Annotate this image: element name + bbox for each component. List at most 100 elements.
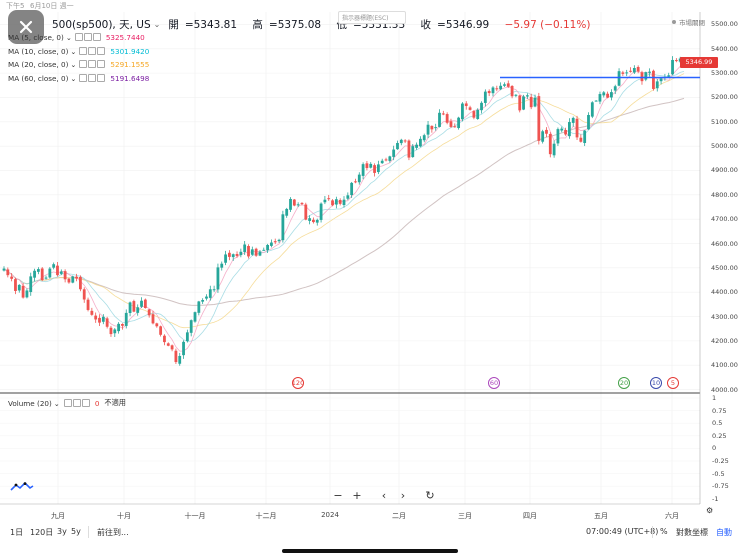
- ma5-legend[interactable]: MA (5, close, 0) ⌄ 5325.7440: [8, 31, 145, 43]
- candle-body: [52, 264, 56, 268]
- symbol-label[interactable]: 500(sp500), 天, US: [52, 18, 151, 31]
- gear-icon[interactable]: ⚙: [706, 506, 714, 515]
- marker-120[interactable]: 120: [291, 377, 305, 389]
- candle-body: [243, 244, 247, 252]
- zoom-in-button[interactable]: +: [350, 488, 364, 502]
- status-time: 下午5: [6, 2, 25, 10]
- goto-button[interactable]: 前往到...: [97, 528, 129, 537]
- ma60-legend[interactable]: MA (60, close, 0) ⌄ 5191.6498: [8, 72, 149, 84]
- candle-body: [438, 112, 441, 127]
- reset-button[interactable]: ↻: [423, 488, 437, 502]
- reset-icon: ↻: [425, 488, 435, 502]
- candle-body: [430, 125, 434, 130]
- market-dot-icon: [672, 20, 676, 24]
- candle-body: [392, 149, 396, 157]
- chevron-down-icon[interactable]: ⌄: [53, 398, 60, 408]
- candle-body: [159, 326, 163, 335]
- ma10-value: 5301.9420: [110, 46, 150, 56]
- range-1d-button[interactable]: 1日: [10, 528, 24, 537]
- volume-controls-icon[interactable]: [63, 399, 90, 407]
- status-date: 6月10日 週一: [30, 2, 74, 10]
- candle-body: [98, 317, 101, 323]
- candle-body: [189, 320, 193, 333]
- candles: [2, 56, 686, 366]
- price-tick: 4800.00: [711, 190, 738, 199]
- candle-body: [231, 254, 235, 258]
- x-tick: 2024: [321, 511, 339, 519]
- candle-body: [652, 70, 655, 89]
- log-scale-toggle[interactable]: 對數坐標: [676, 528, 708, 537]
- candle-body: [388, 156, 392, 161]
- candle-body: [205, 296, 208, 299]
- candle-body: [483, 91, 487, 103]
- marker-20[interactable]: 20: [618, 377, 630, 389]
- candle-body: [350, 182, 354, 196]
- candle-body: [583, 130, 587, 144]
- ma20-legend[interactable]: MA (20, close, 0) ⌄ 5291.1555: [8, 58, 149, 70]
- chevron-down-icon[interactable]: ⌄: [153, 19, 161, 29]
- ma10-legend[interactable]: MA (10, close, 0) ⌄ 5301.9420: [8, 45, 149, 57]
- volume-tick: -0.5: [712, 469, 725, 478]
- candle-body: [40, 268, 44, 281]
- bottom-toolbar: 1日 120日 3y 5y 前往到... 07:00:49 (UTC+8) % …: [0, 520, 740, 544]
- candle-body: [625, 72, 629, 74]
- tradingview-logo: [10, 481, 34, 494]
- home-indicator: [282, 549, 458, 553]
- candle-body: [155, 323, 159, 327]
- candle-body: [640, 72, 644, 82]
- range-120d-button[interactable]: 120日: [30, 528, 54, 537]
- price-tick: 4200.00: [711, 336, 738, 345]
- candle-body: [564, 130, 567, 135]
- chevron-down-icon[interactable]: ⌄: [70, 59, 77, 69]
- volume-legend[interactable]: Volume (20) ⌄ 0 不適用: [8, 398, 126, 408]
- close-button[interactable]: [8, 10, 44, 44]
- marker-60[interactable]: 60: [488, 377, 500, 389]
- marker-5[interactable]: 5: [667, 377, 679, 389]
- candle-body: [273, 241, 277, 243]
- indicator-title-placeholder: 指示器標題(ESC): [342, 15, 389, 22]
- chevron-down-icon[interactable]: ⌄: [65, 32, 72, 42]
- scroll-right-button[interactable]: ›: [396, 488, 410, 502]
- ma60-controls-icon[interactable]: [79, 74, 106, 82]
- range-5y-button[interactable]: 5y: [71, 527, 81, 536]
- candle-body: [124, 312, 128, 326]
- clock-label[interactable]: 07:00:49 (UTC+8): [586, 527, 659, 536]
- candle-body: [411, 146, 415, 158]
- candle-body: [560, 128, 564, 131]
- low-label: 低: [336, 18, 347, 31]
- ma5-controls-icon[interactable]: [74, 33, 101, 41]
- x-tick: 三月: [458, 512, 472, 520]
- candle-body: [468, 107, 472, 110]
- zoom-out-button[interactable]: −: [331, 488, 345, 502]
- marker-10[interactable]: 10: [650, 377, 662, 389]
- chevron-down-icon[interactable]: ⌄: [70, 46, 77, 56]
- candle-body: [579, 137, 583, 142]
- indicator-title-input[interactable]: 指示器標題(ESC): [338, 11, 406, 24]
- candle-body: [396, 142, 399, 150]
- volume-tick: -0.75: [712, 482, 729, 491]
- candle-body: [258, 251, 262, 256]
- candle-body: [407, 140, 411, 158]
- close-value: =5346.99: [437, 18, 490, 31]
- candle-body: [403, 140, 407, 142]
- candle-body: [533, 97, 537, 107]
- ma20-controls-icon[interactable]: [79, 60, 106, 68]
- candle-body: [136, 307, 140, 313]
- candle-body: [613, 86, 617, 91]
- candle-body: [29, 276, 33, 293]
- candle-body: [33, 270, 36, 278]
- auto-scale-toggle[interactable]: 自動: [716, 528, 732, 537]
- chevron-down-icon[interactable]: ⌄: [70, 73, 77, 83]
- percent-toggle[interactable]: %: [660, 527, 668, 536]
- candle-body: [556, 129, 560, 144]
- ma10-controls-icon[interactable]: [79, 47, 106, 55]
- candle-body: [59, 271, 63, 274]
- scroll-left-button[interactable]: ‹: [377, 488, 391, 502]
- candle-body: [380, 160, 384, 164]
- candle-body: [56, 265, 59, 276]
- candle-body: [170, 345, 174, 350]
- range-3y-button[interactable]: 3y: [57, 527, 67, 536]
- candle-body: [247, 246, 250, 257]
- candle-body: [109, 327, 113, 335]
- candle-body: [361, 164, 365, 176]
